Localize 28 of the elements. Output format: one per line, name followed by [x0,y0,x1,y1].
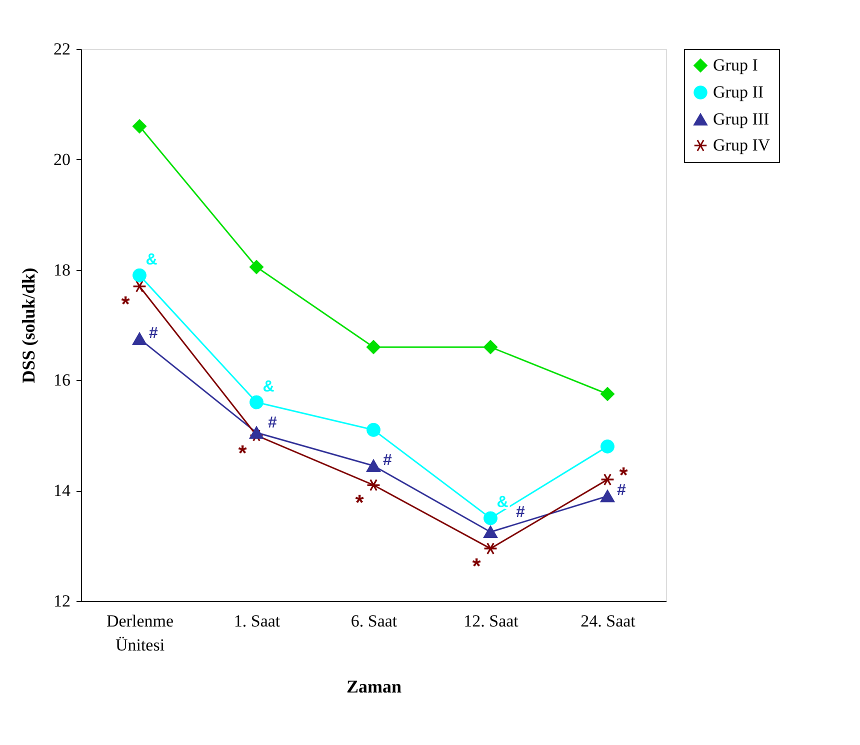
annotation: & [262,378,275,396]
x-tick-label: Derlenme Ünitesi [106,612,174,654]
x-tick-label: 1. Saat [234,612,280,630]
annotation: # [149,324,158,342]
x-tick-label: 6. Saat [350,612,398,630]
annotation: # [268,414,278,432]
y-tick-label: 22 [54,40,70,58]
legend-label: Grup I [713,56,758,74]
y-axis-title: DSS (soluk/dk) [18,268,38,384]
annotation: * [472,554,482,579]
legend-label: Grup IV [713,136,771,154]
y-tick-label: 18 [54,260,70,280]
annotation: # [516,504,526,521]
y-tick-label: 14 [54,481,71,500]
x-axis-title: Zaman [346,676,402,696]
annotation: & [496,494,509,512]
annotation: * [121,291,130,316]
y-tick-label: 20 [54,150,70,169]
legend-label: Grup II [713,82,764,102]
annotation: # [383,452,392,469]
y-tick-label: 16 [54,370,70,390]
y-tick-label: 12 [54,592,70,610]
legend-label: Grup III [713,110,770,128]
annotation: * [355,490,364,516]
x-tick-label: 12. Saat [464,612,519,630]
x-tick-label: 24. Saat [580,612,636,630]
annotation: * [238,440,248,466]
annotation: & [146,251,158,268]
